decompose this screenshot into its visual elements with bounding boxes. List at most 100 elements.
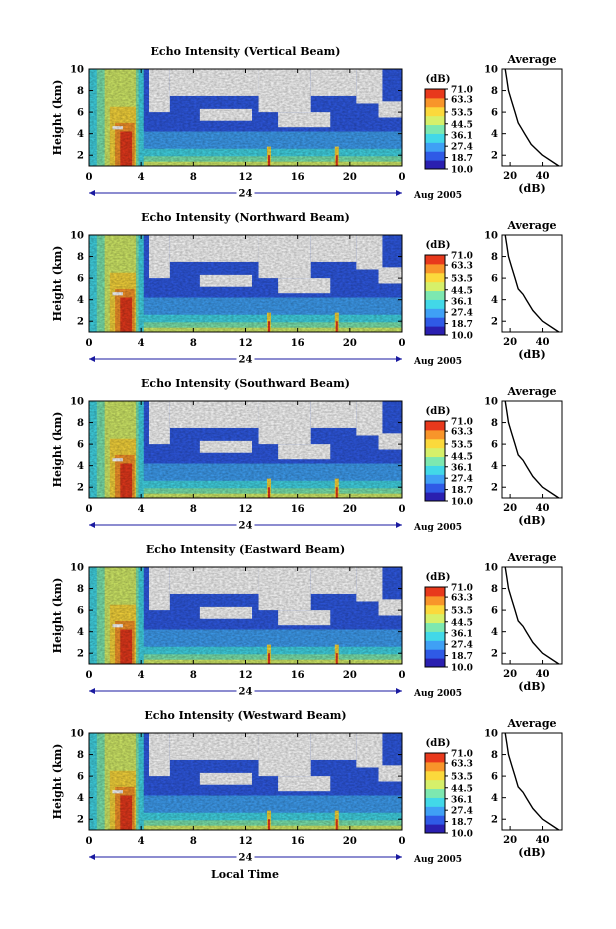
colorbar-swatch bbox=[425, 770, 445, 781]
heatmap bbox=[89, 733, 402, 830]
colorbar-swatch bbox=[425, 317, 445, 327]
profile-y-tick-label: 10 bbox=[484, 563, 498, 574]
profile-title: Average bbox=[506, 219, 556, 232]
profile-y-tick-label: 4 bbox=[491, 627, 498, 638]
profile-x-label: (dB) bbox=[518, 846, 545, 859]
heatmap-texture bbox=[89, 567, 402, 664]
profile-x-label: (dB) bbox=[518, 514, 545, 527]
x-tick-label: 8 bbox=[190, 338, 197, 349]
colorbar-swatch bbox=[425, 492, 445, 502]
colorbar-swatch bbox=[425, 779, 445, 790]
colorbar-swatch bbox=[425, 815, 445, 825]
day-label-bg bbox=[236, 519, 255, 530]
x-tick-label: 8 bbox=[190, 670, 197, 681]
y-tick-label: 6 bbox=[77, 606, 84, 617]
day-label: 24 bbox=[239, 521, 253, 532]
colorbar-swatch bbox=[425, 631, 445, 641]
colorbar-swatch bbox=[425, 106, 445, 117]
day-line-arrow-right bbox=[396, 688, 402, 694]
profile-frame bbox=[501, 234, 563, 333]
colorbar-swatch bbox=[425, 595, 445, 606]
profile-line bbox=[504, 234, 560, 333]
colorbar-tick-label: 44.5 bbox=[451, 452, 473, 462]
heatmap bbox=[89, 401, 402, 498]
colorbar-tick-label: 71.0 bbox=[451, 252, 473, 262]
x-tick-label: 4 bbox=[138, 172, 145, 183]
colorbar-tick-label: 27.4 bbox=[451, 309, 473, 319]
colorbar-frame bbox=[424, 586, 446, 668]
heatmap-texture bbox=[89, 235, 402, 332]
colorbar-swatch bbox=[425, 326, 445, 336]
x-tick-label: 12 bbox=[239, 836, 253, 847]
colorbar-tick-label: 36.1 bbox=[451, 131, 473, 141]
profile-y-tick-label: 2 bbox=[491, 151, 498, 162]
x-tick-label: 4 bbox=[138, 670, 145, 681]
colorbar-unit: (dB) bbox=[426, 74, 451, 85]
profile-y-tick-label: 6 bbox=[491, 772, 498, 783]
colorbar-swatch bbox=[425, 587, 445, 597]
profile-x-tick-label: 20 bbox=[503, 171, 517, 182]
colorbar-swatch bbox=[425, 658, 445, 668]
colorbar-tick-label: 27.4 bbox=[451, 475, 473, 485]
y-tick-label: 8 bbox=[77, 86, 84, 97]
x-tick-label: 0 bbox=[399, 172, 406, 183]
colorbar-tick-label: 63.3 bbox=[451, 594, 473, 604]
x-axis-label: Local Time bbox=[211, 868, 279, 881]
colorbar-tick-label: 10.0 bbox=[451, 498, 473, 508]
day-line-arrow-right bbox=[396, 522, 402, 528]
profile-frame bbox=[501, 400, 563, 499]
day-line-arrow-left bbox=[89, 854, 95, 860]
colorbar-swatch bbox=[425, 474, 445, 484]
y-axis-label: Height (km) bbox=[51, 578, 64, 654]
day-label: 24 bbox=[239, 853, 253, 864]
colorbar-swatch bbox=[425, 806, 445, 816]
profile-y-tick-label: 6 bbox=[491, 274, 498, 285]
y-tick-label: 8 bbox=[77, 418, 84, 429]
colorbar-swatch bbox=[425, 447, 445, 458]
profile-y-tick-label: 10 bbox=[484, 729, 498, 740]
x-tick-label: 4 bbox=[138, 338, 145, 349]
colorbar-tick-label: 63.3 bbox=[451, 96, 473, 106]
profile-x-label: (dB) bbox=[518, 680, 545, 693]
y-tick-label: 4 bbox=[77, 461, 84, 472]
colorbar-tick-label: 53.5 bbox=[451, 274, 473, 284]
profile-title: Average bbox=[506, 53, 556, 66]
y-tick-label: 10 bbox=[70, 65, 84, 76]
panel-title: Echo Intensity (Southward Beam) bbox=[141, 377, 350, 390]
profile-x-tick-label: 40 bbox=[536, 835, 550, 846]
colorbar-frame bbox=[424, 752, 446, 834]
colorbar-tick-label: 53.5 bbox=[451, 772, 473, 782]
colorbar-tick-label: 27.4 bbox=[451, 641, 473, 651]
colorbar-swatch bbox=[425, 97, 445, 108]
y-axis-label: Height (km) bbox=[51, 80, 64, 156]
x-tick-label: 16 bbox=[291, 504, 305, 515]
y-tick-label: 8 bbox=[77, 584, 84, 595]
colorbar-swatch bbox=[425, 263, 445, 274]
profile-line bbox=[504, 68, 560, 167]
colorbar-swatch bbox=[425, 797, 445, 807]
y-tick-label: 6 bbox=[77, 274, 84, 285]
panel-title: Echo Intensity (Vertical Beam) bbox=[150, 45, 340, 58]
colorbar-tick-label: 44.5 bbox=[451, 286, 473, 296]
profile-y-tick-label: 6 bbox=[491, 606, 498, 617]
profile-x-tick-label: 40 bbox=[536, 503, 550, 514]
colorbar-swatch bbox=[425, 255, 445, 265]
date-label: Aug 2005 bbox=[413, 357, 462, 367]
colorbar-swatch bbox=[425, 89, 445, 99]
x-tick-label: 8 bbox=[190, 172, 197, 183]
colorbar-swatch bbox=[425, 308, 445, 318]
profile-x-label: (dB) bbox=[518, 182, 545, 195]
colorbar-swatch bbox=[425, 788, 445, 798]
profile-line bbox=[504, 400, 560, 499]
day-label-bg bbox=[236, 187, 255, 198]
beam-panel-4: Echo Intensity (Eastward Beam)246810Heig… bbox=[51, 543, 563, 699]
day-line-arrow-left bbox=[89, 522, 95, 528]
profile-y-tick-label: 10 bbox=[484, 397, 498, 408]
colorbar-swatch bbox=[425, 761, 445, 772]
profile-y-tick-label: 2 bbox=[491, 317, 498, 328]
x-tick-label: 12 bbox=[239, 338, 253, 349]
colorbar-tick-label: 18.7 bbox=[451, 652, 473, 662]
x-tick-label: 0 bbox=[399, 836, 406, 847]
colorbar-tick-label: 44.5 bbox=[451, 120, 473, 130]
day-line-arrow-right bbox=[396, 356, 402, 362]
